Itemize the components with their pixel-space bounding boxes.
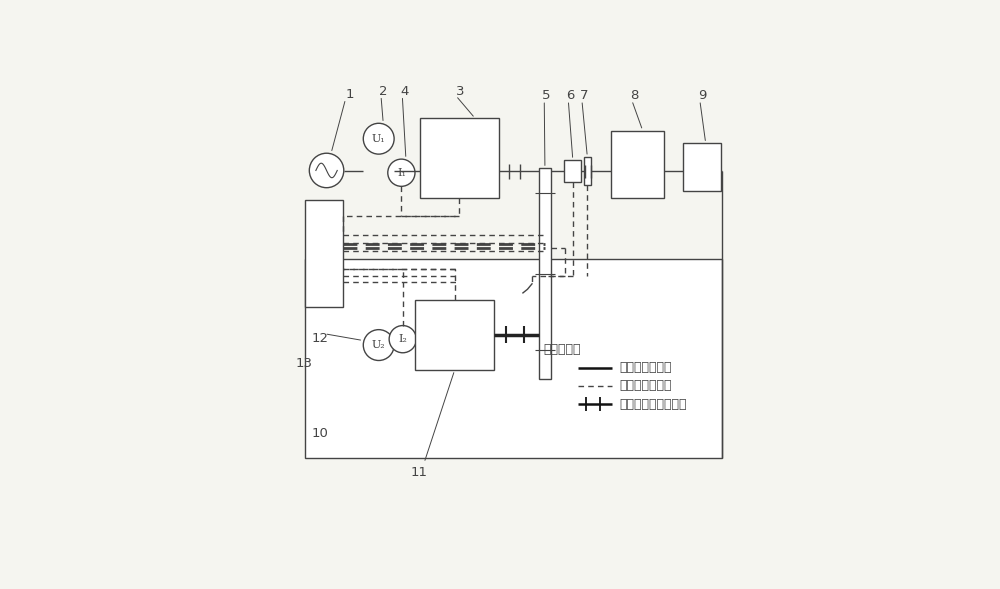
- Bar: [415, 300, 494, 370]
- Text: 5: 5: [542, 89, 551, 102]
- Text: 13: 13: [295, 357, 312, 370]
- Circle shape: [363, 123, 394, 154]
- Text: I₁: I₁: [397, 168, 406, 178]
- Text: 表示电能连接；: 表示电能连接；: [619, 361, 672, 374]
- Circle shape: [309, 153, 344, 188]
- Circle shape: [388, 159, 415, 186]
- Bar: [683, 143, 721, 191]
- Text: 2: 2: [379, 85, 387, 98]
- Text: 9: 9: [698, 89, 706, 102]
- Text: U₂: U₂: [372, 340, 386, 350]
- Text: 3: 3: [456, 85, 465, 98]
- Text: 12: 12: [311, 332, 328, 345]
- Text: U₁: U₁: [372, 134, 386, 144]
- Bar: [564, 160, 581, 182]
- Text: 8: 8: [630, 89, 638, 102]
- Text: 7: 7: [580, 89, 588, 102]
- Text: 10: 10: [311, 427, 328, 440]
- Text: 6: 6: [566, 89, 575, 102]
- Bar: [420, 118, 499, 198]
- Bar: [305, 259, 722, 458]
- Text: 4: 4: [400, 85, 409, 98]
- Bar: [584, 157, 591, 185]
- Text: 表示机械传动连接；: 表示机械传动连接；: [619, 398, 687, 411]
- Circle shape: [363, 330, 394, 360]
- Text: 表示信号连接；: 表示信号连接；: [619, 379, 672, 392]
- Text: 1: 1: [346, 88, 354, 101]
- Circle shape: [389, 326, 416, 353]
- Text: I₂: I₂: [398, 334, 407, 344]
- Bar: [539, 168, 551, 379]
- Text: 11: 11: [411, 465, 428, 478]
- Bar: [305, 200, 343, 306]
- Text: 图中线段：: 图中线段：: [543, 343, 581, 356]
- Bar: [611, 131, 664, 198]
